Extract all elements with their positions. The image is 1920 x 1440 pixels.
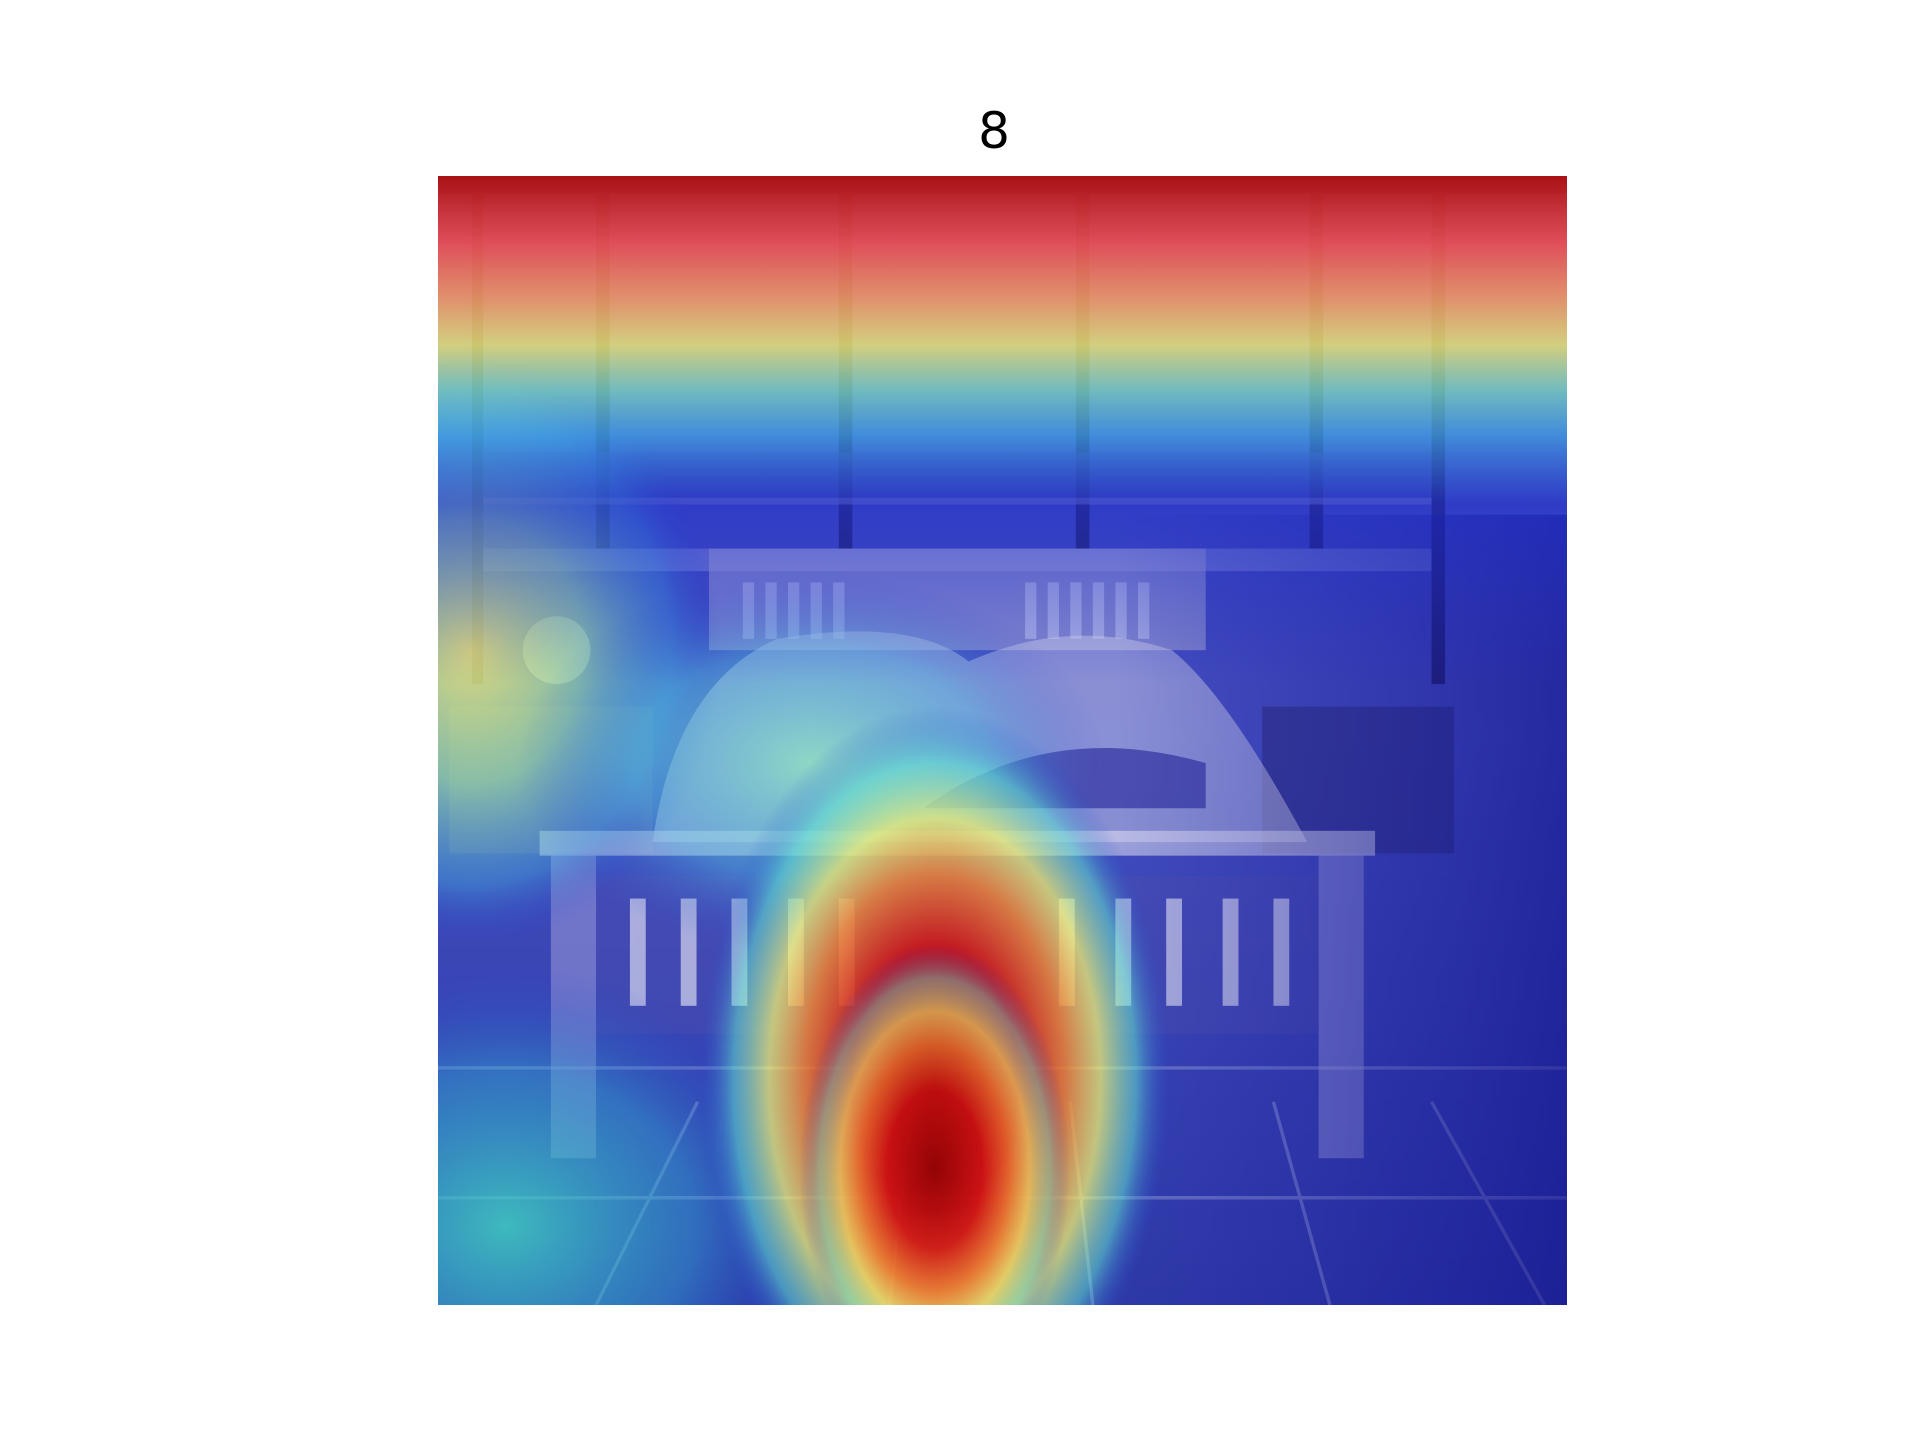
figure-title: 8 — [978, 102, 1010, 160]
heatmap-image — [438, 176, 1567, 1305]
top-hot-band — [438, 176, 1567, 1305]
